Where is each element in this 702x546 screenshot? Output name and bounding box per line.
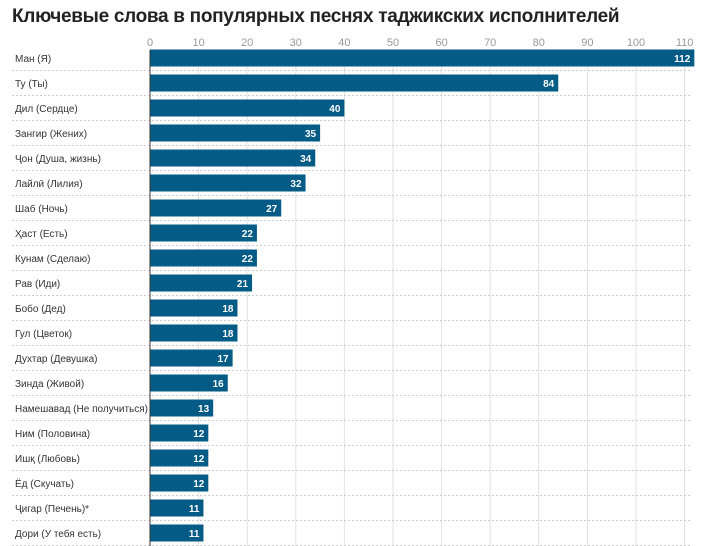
bar (150, 374, 228, 392)
category-label: Кунам (Сделаю) (15, 254, 90, 265)
data-label: 12 (193, 479, 205, 490)
bar (150, 274, 253, 292)
category-label: Шаб (Ночь) (15, 203, 68, 215)
x-tick-label: 10 (192, 37, 204, 49)
bar (150, 299, 238, 317)
bar (150, 49, 695, 67)
category-label: Ҷон (Душа, жизнь) (15, 154, 101, 165)
category-label: Зинда (Живой) (15, 379, 84, 390)
bar (150, 199, 282, 217)
category-label: Лайлӣ (Лилия) (15, 179, 83, 190)
x-tick-label: 20 (241, 37, 253, 49)
data-label: 22 (242, 254, 254, 265)
bar (150, 324, 238, 342)
category-label: Ҷигар (Печень)* (15, 504, 89, 515)
x-tick-label: 90 (581, 37, 593, 49)
bar (150, 224, 257, 242)
data-label: 22 (242, 229, 254, 240)
data-label: 35 (305, 129, 317, 140)
data-label: 21 (237, 279, 249, 290)
bar (150, 149, 316, 167)
x-tick-label: 100 (627, 37, 645, 49)
category-label: Ним (Половина) (15, 429, 90, 440)
data-label: 32 (290, 179, 302, 190)
category-label: Зангир (Жених) (15, 129, 87, 140)
data-label: 13 (198, 404, 210, 415)
data-label: 16 (213, 379, 225, 390)
category-label: Ҳаст (Есть) (15, 229, 68, 240)
category-label: Бобо (Дед) (15, 303, 66, 315)
bar (150, 349, 233, 367)
x-tick-label: 30 (290, 37, 302, 49)
x-tick-label: 80 (533, 37, 545, 49)
category-label: Ту (Ты) (15, 79, 48, 90)
category-label: Рав (Иди) (15, 279, 60, 290)
data-label: 11 (189, 529, 200, 540)
category-label: Ман (Я) (15, 54, 51, 65)
bar (150, 449, 209, 467)
bar (150, 399, 214, 417)
x-tick-label: 70 (484, 37, 496, 49)
x-tick-label: 60 (435, 37, 447, 49)
data-label: 40 (329, 104, 341, 115)
category-label: Намешавад (Не получиться) (15, 404, 148, 415)
bar (150, 424, 209, 442)
bar (150, 124, 321, 142)
data-label: 12 (193, 454, 205, 465)
x-tick-label: 50 (387, 37, 399, 49)
x-tick-label: 110 (676, 37, 694, 49)
category-label: Дори (У тебя есть) (15, 528, 101, 540)
bar (150, 174, 306, 192)
category-label: Гул (Цветок) (15, 329, 72, 340)
bar (150, 474, 209, 492)
category-label: Ишқ (Любовь) (15, 453, 80, 465)
bar (150, 74, 559, 92)
data-label: 112 (674, 54, 691, 65)
bar (150, 99, 345, 117)
data-label: 18 (222, 304, 234, 315)
category-label: Духтар (Девушка) (15, 354, 98, 365)
data-label: 27 (266, 204, 278, 215)
bar (150, 524, 204, 542)
data-label: 84 (543, 79, 555, 90)
data-label: 11 (189, 504, 200, 515)
bar (150, 499, 204, 517)
bar (150, 249, 257, 267)
chart-title: Ключевые слова в популярных песнях таджи… (12, 6, 620, 27)
category-label: Ёд (Скучать) (15, 478, 74, 490)
data-label: 17 (217, 354, 229, 365)
data-label: 34 (300, 154, 312, 165)
x-tick-label: 0 (147, 37, 153, 49)
data-label: 12 (193, 429, 205, 440)
data-label: 18 (222, 329, 234, 340)
x-tick-label: 40 (338, 37, 350, 49)
category-label: Дил (Сердце) (15, 104, 78, 115)
